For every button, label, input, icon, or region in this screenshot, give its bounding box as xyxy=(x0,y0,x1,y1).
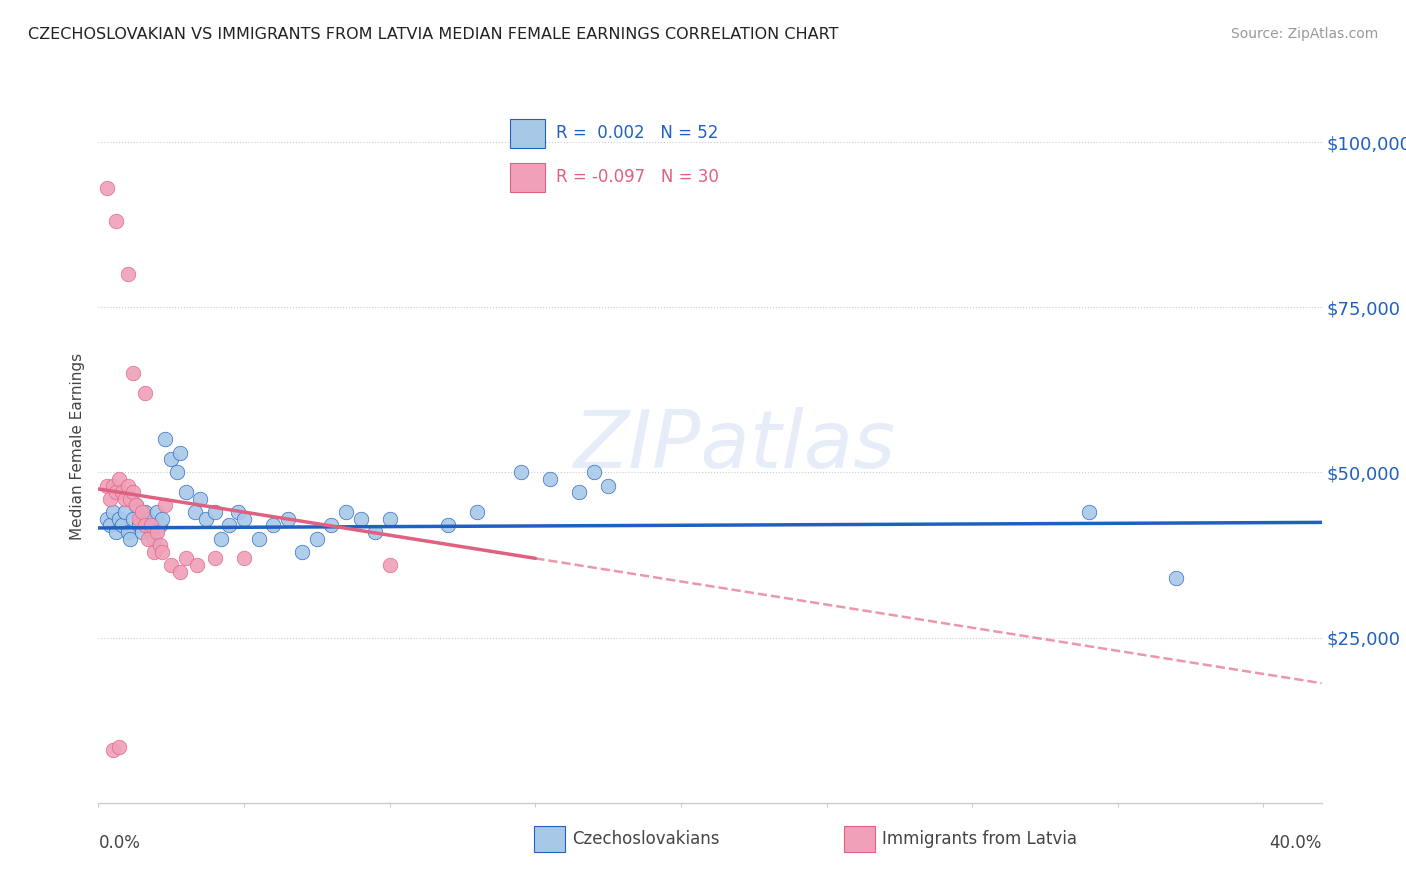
Point xyxy=(96,511,118,525)
Point xyxy=(114,491,136,506)
Point xyxy=(204,551,226,566)
Point xyxy=(96,181,118,195)
Point xyxy=(218,518,240,533)
Point xyxy=(568,485,591,500)
Point xyxy=(582,466,605,480)
Point xyxy=(134,505,156,519)
Y-axis label: Median Female Earnings: Median Female Earnings xyxy=(70,352,86,540)
Point xyxy=(155,499,177,513)
Point xyxy=(169,445,191,459)
Point xyxy=(169,565,191,579)
Point xyxy=(1077,505,1099,519)
Point xyxy=(305,532,328,546)
Point xyxy=(134,386,156,401)
Point xyxy=(136,532,159,546)
Point xyxy=(145,524,167,539)
Point xyxy=(188,491,212,506)
Point xyxy=(233,511,256,525)
Point xyxy=(131,524,153,539)
Point xyxy=(160,452,183,467)
Point xyxy=(104,485,127,500)
Point xyxy=(186,558,208,572)
Point xyxy=(117,478,139,492)
Text: Czechoslovakians: Czechoslovakians xyxy=(572,830,720,848)
Point xyxy=(117,524,139,539)
Point xyxy=(149,518,172,533)
Point xyxy=(104,524,127,539)
Text: Source: ZipAtlas.com: Source: ZipAtlas.com xyxy=(1230,27,1378,41)
Point xyxy=(183,505,205,519)
Point xyxy=(122,367,145,381)
Point xyxy=(155,433,177,447)
Point xyxy=(204,505,226,519)
Point xyxy=(98,518,121,533)
Point xyxy=(509,466,531,480)
Point xyxy=(174,485,197,500)
Point xyxy=(364,524,387,539)
Point xyxy=(145,505,167,519)
Point xyxy=(321,518,343,533)
Point xyxy=(96,478,118,492)
Text: Immigrants from Latvia: Immigrants from Latvia xyxy=(882,830,1077,848)
Point xyxy=(538,472,561,486)
Point xyxy=(152,511,174,525)
Point xyxy=(114,505,136,519)
Point xyxy=(120,532,142,546)
Point xyxy=(378,511,401,525)
Point xyxy=(128,511,150,525)
Point xyxy=(160,558,183,572)
Point xyxy=(195,511,218,525)
Point xyxy=(465,505,488,519)
Point xyxy=(226,505,249,519)
Point xyxy=(136,511,159,525)
Point xyxy=(596,478,619,492)
Point xyxy=(125,499,148,513)
Text: 0.0%: 0.0% xyxy=(98,834,141,852)
Text: ZIPatlas: ZIPatlas xyxy=(574,407,896,485)
Point xyxy=(233,551,256,566)
Point xyxy=(108,511,131,525)
Point xyxy=(101,478,124,492)
Point xyxy=(335,505,357,519)
Point xyxy=(111,518,134,533)
Point xyxy=(139,518,162,533)
Point xyxy=(209,532,232,546)
Point xyxy=(142,545,165,559)
Point xyxy=(122,511,145,525)
Point xyxy=(128,518,150,533)
Text: 40.0%: 40.0% xyxy=(1270,834,1322,852)
Point xyxy=(174,551,197,566)
Point xyxy=(277,511,299,525)
Point xyxy=(125,499,148,513)
Point xyxy=(247,532,270,546)
Point xyxy=(134,518,156,533)
Point xyxy=(1164,571,1187,585)
Point xyxy=(117,267,139,281)
Point xyxy=(120,491,142,506)
Point xyxy=(291,545,314,559)
Point xyxy=(349,511,371,525)
Point xyxy=(152,545,174,559)
Point xyxy=(101,743,124,757)
Point xyxy=(104,214,127,228)
Point xyxy=(142,532,165,546)
Point xyxy=(101,505,124,519)
Point xyxy=(131,505,153,519)
Point xyxy=(378,558,401,572)
Point xyxy=(111,485,134,500)
Point xyxy=(98,491,121,506)
Point xyxy=(139,524,162,539)
Point xyxy=(262,518,284,533)
Point xyxy=(108,472,131,486)
Text: CZECHOSLOVAKIAN VS IMMIGRANTS FROM LATVIA MEDIAN FEMALE EARNINGS CORRELATION CHA: CZECHOSLOVAKIAN VS IMMIGRANTS FROM LATVI… xyxy=(28,27,838,42)
Point xyxy=(437,518,460,533)
Point xyxy=(166,466,188,480)
Point xyxy=(122,485,145,500)
Point xyxy=(108,739,131,754)
Point xyxy=(149,538,172,552)
